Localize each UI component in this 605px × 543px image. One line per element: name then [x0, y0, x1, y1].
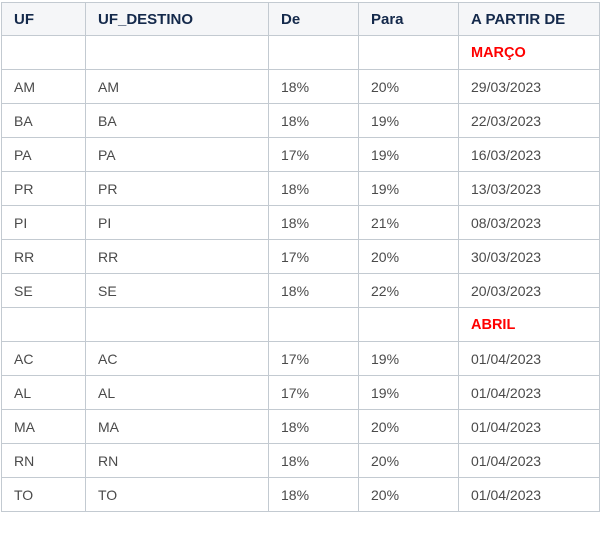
cell-uf: PI: [1, 205, 86, 240]
uf-rate-change-table: UF UF_DESTINO De Para A PARTIR DE MARÇO A…: [1, 2, 600, 512]
table-row: RR RR 17% 20% 30/03/2023: [1, 239, 600, 274]
cell-a-partir-de: 29/03/2023: [458, 69, 600, 104]
cell-para: [358, 35, 459, 70]
table-row: AC AC 17% 19% 01/04/2023: [1, 341, 600, 376]
cell-para: 20%: [358, 443, 459, 478]
header-cell-de: De: [268, 2, 359, 36]
table-row: PR PR 18% 19% 13/03/2023: [1, 171, 600, 206]
cell-a-partir-de: 30/03/2023: [458, 239, 600, 274]
cell-de: 18%: [268, 69, 359, 104]
cell-a-partir-de: 08/03/2023: [458, 205, 600, 240]
cell-uf-destino: [85, 307, 269, 342]
cell-a-partir-de: 20/03/2023: [458, 273, 600, 308]
cell-para: 19%: [358, 375, 459, 410]
cell-uf: SE: [1, 273, 86, 308]
header-cell-uf-destino: UF_DESTINO: [85, 2, 269, 36]
cell-de: 17%: [268, 137, 359, 172]
cell-a-partir-de: 01/04/2023: [458, 375, 600, 410]
cell-a-partir-de: 01/04/2023: [458, 477, 600, 512]
table-row: TO TO 18% 20% 01/04/2023: [1, 477, 600, 512]
cell-uf-destino: SE: [85, 273, 269, 308]
cell-para: 20%: [358, 477, 459, 512]
cell-uf: AC: [1, 341, 86, 376]
cell-uf: [1, 307, 86, 342]
cell-a-partir-de: 01/04/2023: [458, 443, 600, 478]
cell-para: 19%: [358, 137, 459, 172]
cell-para: 19%: [358, 171, 459, 206]
header-cell-a-partir-de: A PARTIR DE: [458, 2, 600, 36]
cell-a-partir-de: 16/03/2023: [458, 137, 600, 172]
cell-uf: MA: [1, 409, 86, 444]
cell-de: 18%: [268, 171, 359, 206]
cell-uf: AL: [1, 375, 86, 410]
cell-uf: RN: [1, 443, 86, 478]
table-row: AL AL 17% 19% 01/04/2023: [1, 375, 600, 410]
cell-uf-destino: PR: [85, 171, 269, 206]
cell-de: 17%: [268, 375, 359, 410]
cell-de: [268, 35, 359, 70]
cell-uf-destino: RR: [85, 239, 269, 274]
cell-de: 17%: [268, 341, 359, 376]
table-row: BA BA 18% 19% 22/03/2023: [1, 103, 600, 138]
cell-a-partir-de: 01/04/2023: [458, 409, 600, 444]
table-row: MA MA 18% 20% 01/04/2023: [1, 409, 600, 444]
cell-para: 22%: [358, 273, 459, 308]
cell-uf-destino: AM: [85, 69, 269, 104]
cell-uf-destino: TO: [85, 477, 269, 512]
cell-uf-destino: [85, 35, 269, 70]
cell-uf: AM: [1, 69, 86, 104]
month-separator-row: ABRIL: [1, 307, 600, 342]
cell-uf: PR: [1, 171, 86, 206]
cell-de: 18%: [268, 205, 359, 240]
month-label: ABRIL: [458, 307, 600, 342]
cell-uf: TO: [1, 477, 86, 512]
cell-uf: PA: [1, 137, 86, 172]
cell-de: 17%: [268, 239, 359, 274]
table-row: PA PA 17% 19% 16/03/2023: [1, 137, 600, 172]
cell-uf: RR: [1, 239, 86, 274]
cell-uf-destino: BA: [85, 103, 269, 138]
cell-uf: BA: [1, 103, 86, 138]
cell-de: 18%: [268, 477, 359, 512]
cell-de: 18%: [268, 273, 359, 308]
cell-de: 18%: [268, 409, 359, 444]
cell-para: 20%: [358, 239, 459, 274]
cell-uf-destino: PI: [85, 205, 269, 240]
table-header: UF UF_DESTINO De Para A PARTIR DE: [1, 2, 600, 36]
cell-uf: [1, 35, 86, 70]
cell-de: [268, 307, 359, 342]
cell-a-partir-de: 22/03/2023: [458, 103, 600, 138]
cell-para: [358, 307, 459, 342]
cell-para: 20%: [358, 409, 459, 444]
header-cell-para: Para: [358, 2, 459, 36]
cell-de: 18%: [268, 443, 359, 478]
cell-para: 20%: [358, 69, 459, 104]
cell-uf-destino: AC: [85, 341, 269, 376]
table-row: RN RN 18% 20% 01/04/2023: [1, 443, 600, 478]
cell-para: 21%: [358, 205, 459, 240]
cell-para: 19%: [358, 341, 459, 376]
month-label: MARÇO: [458, 35, 600, 70]
cell-uf-destino: MA: [85, 409, 269, 444]
table-row: PI PI 18% 21% 08/03/2023: [1, 205, 600, 240]
month-separator-row: MARÇO: [1, 35, 600, 70]
table-row: AM AM 18% 20% 29/03/2023: [1, 69, 600, 104]
header-row: UF UF_DESTINO De Para A PARTIR DE: [1, 2, 600, 36]
cell-uf-destino: PA: [85, 137, 269, 172]
cell-uf-destino: AL: [85, 375, 269, 410]
cell-para: 19%: [358, 103, 459, 138]
table-row: SE SE 18% 22% 20/03/2023: [1, 273, 600, 308]
cell-de: 18%: [268, 103, 359, 138]
header-cell-uf: UF: [1, 2, 86, 36]
cell-a-partir-de: 13/03/2023: [458, 171, 600, 206]
cell-uf-destino: RN: [85, 443, 269, 478]
cell-a-partir-de: 01/04/2023: [458, 341, 600, 376]
table-body: MARÇO AM AM 18% 20% 29/03/2023 BA BA 18% 19% 22/03…: [1, 35, 600, 512]
